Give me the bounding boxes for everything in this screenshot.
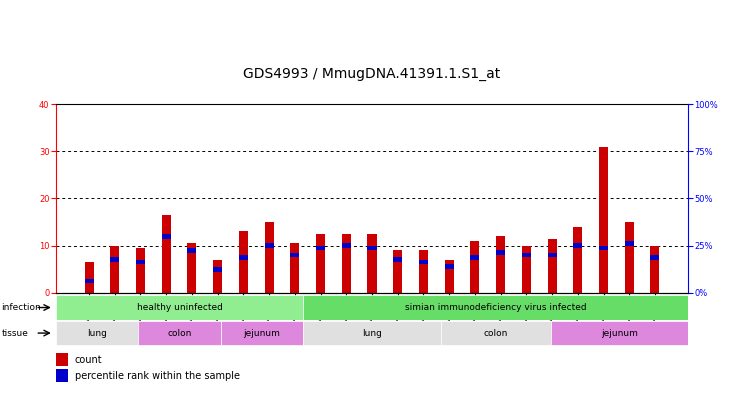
Bar — [470, 255, 479, 260]
Text: lung: lung — [362, 329, 382, 338]
Text: jejunum: jejunum — [601, 329, 638, 338]
Bar — [187, 248, 196, 253]
Bar — [599, 147, 608, 293]
Text: colon: colon — [167, 329, 192, 338]
Bar — [470, 241, 479, 293]
Bar — [445, 260, 454, 293]
Text: lung: lung — [87, 329, 107, 338]
Bar — [56, 295, 304, 320]
Bar — [440, 321, 551, 345]
Text: healthy uninfected: healthy uninfected — [137, 303, 222, 312]
Bar — [138, 321, 221, 345]
Bar — [304, 321, 440, 345]
Bar — [496, 250, 505, 255]
Bar — [548, 239, 557, 293]
Bar — [214, 260, 222, 293]
Bar — [394, 257, 403, 262]
Bar — [85, 262, 94, 293]
Bar — [239, 231, 248, 293]
Bar — [650, 255, 659, 260]
Bar — [187, 243, 196, 293]
Bar — [290, 253, 299, 257]
Bar — [161, 215, 170, 293]
Bar — [136, 248, 145, 293]
Text: colon: colon — [484, 329, 508, 338]
Text: GDS4993 / MmugDNA.41391.1.S1_at: GDS4993 / MmugDNA.41391.1.S1_at — [243, 66, 501, 81]
Bar — [650, 246, 659, 293]
Bar — [85, 279, 94, 283]
Bar — [110, 257, 119, 262]
Bar — [56, 353, 68, 365]
Text: jejunum: jejunum — [243, 329, 280, 338]
Text: simian immunodeficiency virus infected: simian immunodeficiency virus infected — [405, 303, 586, 312]
Bar — [496, 236, 505, 293]
Text: infection: infection — [1, 303, 41, 312]
Bar — [522, 246, 530, 293]
Bar — [368, 246, 376, 250]
Bar — [625, 222, 634, 293]
Bar — [56, 369, 68, 382]
Text: count: count — [74, 354, 103, 365]
Bar — [574, 227, 583, 293]
Text: percentile rank within the sample: percentile rank within the sample — [74, 371, 240, 380]
Bar — [265, 243, 274, 248]
Bar — [161, 234, 170, 239]
Bar — [548, 253, 557, 257]
Bar — [368, 234, 376, 293]
Bar — [574, 243, 583, 248]
Bar — [419, 260, 428, 264]
Bar — [110, 246, 119, 293]
Bar — [221, 321, 304, 345]
Bar — [625, 241, 634, 246]
Bar — [445, 264, 454, 269]
Bar — [136, 260, 145, 264]
Bar — [522, 253, 530, 257]
Bar — [56, 321, 138, 345]
Bar — [290, 243, 299, 293]
Bar — [265, 222, 274, 293]
Bar — [214, 267, 222, 272]
Bar — [599, 246, 608, 250]
Bar — [341, 234, 350, 293]
Bar — [239, 255, 248, 260]
Bar — [551, 321, 688, 345]
Bar — [316, 234, 325, 293]
Bar — [316, 246, 325, 250]
Bar — [304, 295, 688, 320]
Bar — [394, 250, 403, 293]
Bar — [419, 250, 428, 293]
Text: tissue: tissue — [1, 329, 28, 338]
Bar — [341, 243, 350, 248]
